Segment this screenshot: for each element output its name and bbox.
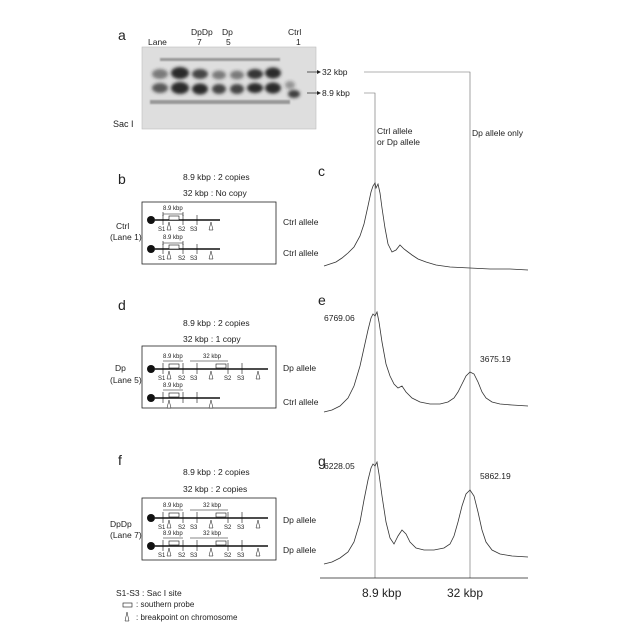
- row-b-allele-1: Ctrl allele: [283, 217, 319, 227]
- svg-text:S2: S2: [224, 376, 232, 382]
- row-d-copy-89: 8.9 kbp : 2 copies: [183, 318, 250, 328]
- densitometry-trace-c: [324, 183, 528, 270]
- row-b-kbp89-1: 8.9 kbp: [163, 206, 183, 212]
- svg-text:: southern probe: : southern probe: [136, 600, 195, 609]
- svg-text:S2: S2: [178, 256, 186, 262]
- gel-dpdp-label: DpDp: [191, 27, 213, 37]
- row-b-chromosome-1: 8.9 kbp S1 S2 S3: [147, 206, 220, 233]
- svg-text:8.9 kbp: 8.9 kbp: [163, 531, 183, 537]
- gel-dpdp-lane-number: 7: [197, 37, 202, 47]
- row-d-sample: Dp: [115, 363, 126, 373]
- row-d-lane: (Lane 5): [110, 375, 142, 385]
- svg-text:32 kbp: 32 kbp: [203, 503, 222, 509]
- connector-lines: [364, 72, 470, 578]
- row-d-allele-1: Dp allele: [283, 363, 316, 373]
- row-f-copy-89: 8.9 kbp : 2 copies: [183, 467, 250, 477]
- svg-text:S2: S2: [178, 553, 186, 559]
- axis-label-32kbp: 32 kbp: [447, 586, 483, 600]
- svg-text:S1: S1: [158, 376, 166, 382]
- row-b-copy-89: 8.9 kbp : 2 copies: [183, 172, 250, 182]
- panel-label-d: d: [118, 297, 126, 313]
- svg-text:S3: S3: [237, 376, 245, 382]
- southern-probe-icon: [123, 603, 132, 607]
- row-b-copy-32: 32 kbp : No copy: [183, 188, 248, 198]
- row-f-sample: DpDp: [110, 519, 132, 529]
- svg-text:S3: S3: [190, 227, 198, 233]
- svg-text:S2: S2: [224, 525, 232, 531]
- row-d-chromosome-2: 8.9 kbp: [147, 383, 220, 408]
- row-f-chromosome-1: 8.9 kbp 32 kbp S1 S2 S3 S2 S3: [147, 503, 268, 531]
- peak-label-g-right: 5862.19: [480, 471, 511, 481]
- svg-text:S3: S3: [190, 525, 198, 531]
- svg-text:8.9 kbp: 8.9 kbp: [322, 88, 350, 98]
- svg-text:8.9 kbp: 8.9 kbp: [163, 503, 183, 509]
- svg-text:S3: S3: [190, 376, 198, 382]
- column-label-or-dp-allele: or Dp allele: [377, 137, 420, 147]
- row-f-copy-32: 32 kbp : 2 copies: [183, 484, 247, 494]
- svg-text:S2: S2: [178, 227, 186, 233]
- gel-enzyme-label: Sac I: [113, 119, 134, 129]
- svg-text:S2: S2: [178, 376, 186, 382]
- breakpoint-icon: [125, 612, 129, 621]
- panel-label-f: f: [118, 452, 122, 468]
- row-f-allele-2: Dp allele: [283, 545, 316, 555]
- svg-text:32 kbp: 32 kbp: [203, 531, 222, 537]
- row-b-lane: (Lane 1): [110, 232, 142, 242]
- gel-lane-label: Lane: [148, 37, 167, 47]
- svg-text:S3: S3: [237, 525, 245, 531]
- panel-label-a: a: [118, 27, 126, 43]
- svg-text:S1: S1: [158, 256, 166, 262]
- column-label-dp-allele-only: Dp allele only: [472, 128, 524, 138]
- row-d-copy-32: 32 kbp : 1 copy: [183, 334, 241, 344]
- svg-text:8.9 kbp: 8.9 kbp: [163, 383, 183, 389]
- svg-text:S1: S1: [158, 553, 166, 559]
- row-f-allele-1: Dp allele: [283, 515, 316, 525]
- svg-text:32 kbp: 32 kbp: [322, 67, 348, 77]
- svg-text:S3: S3: [190, 256, 198, 262]
- row-b-allele-2: Ctrl allele: [283, 248, 319, 258]
- svg-text:S1: S1: [158, 227, 166, 233]
- panel-label-e: e: [318, 292, 326, 308]
- gel-dp-lane-number: 5: [226, 37, 231, 47]
- peak-label-g-left: 6228.05: [324, 461, 355, 471]
- legend-breakpoint: : breakpoint on chromosome: [125, 612, 238, 622]
- svg-text:S2: S2: [224, 553, 232, 559]
- gel-ctrl-lane-number: 1: [296, 37, 301, 47]
- svg-text:: breakpoint on chromosome: : breakpoint on chromosome: [136, 613, 238, 622]
- gel-image: [142, 47, 316, 129]
- svg-text:S3: S3: [190, 553, 198, 559]
- axis-label-89kbp: 8.9 kbp: [362, 586, 402, 600]
- panel-label-c: c: [318, 163, 325, 179]
- svg-text:S3: S3: [237, 553, 245, 559]
- gel-dp-label: Dp: [222, 27, 233, 37]
- peak-label-e-right: 3675.19: [480, 354, 511, 364]
- legend-probe: : southern probe: [123, 600, 195, 609]
- gel-ctrl-label: Ctrl: [288, 27, 301, 37]
- row-f-lane: (Lane 7): [110, 530, 142, 540]
- svg-text:8.9 kbp: 8.9 kbp: [163, 354, 183, 360]
- panel-label-b: b: [118, 171, 126, 187]
- row-d-allele-2: Ctrl allele: [283, 397, 319, 407]
- column-label-ctrl-allele: Ctrl allele: [377, 126, 413, 136]
- row-b-chromosome-2: 8.9 kbp S1 S2 S3: [147, 235, 220, 262]
- row-b-sample: Ctrl: [116, 221, 129, 231]
- peak-label-e-left: 6769.06: [324, 313, 355, 323]
- row-b-kbp89-2: 8.9 kbp: [163, 235, 183, 241]
- svg-text:32 kbp: 32 kbp: [203, 354, 222, 360]
- row-d-chromosome-1: 8.9 kbp 32 kbp S1 S2 S3 S2 S3: [147, 354, 268, 382]
- row-f-chromosome-2: 8.9 kbp 32 kbp S1 S2 S3 S2 S3: [147, 531, 268, 559]
- legend-sac-sites: S1-S3 : Sac I site: [116, 588, 182, 598]
